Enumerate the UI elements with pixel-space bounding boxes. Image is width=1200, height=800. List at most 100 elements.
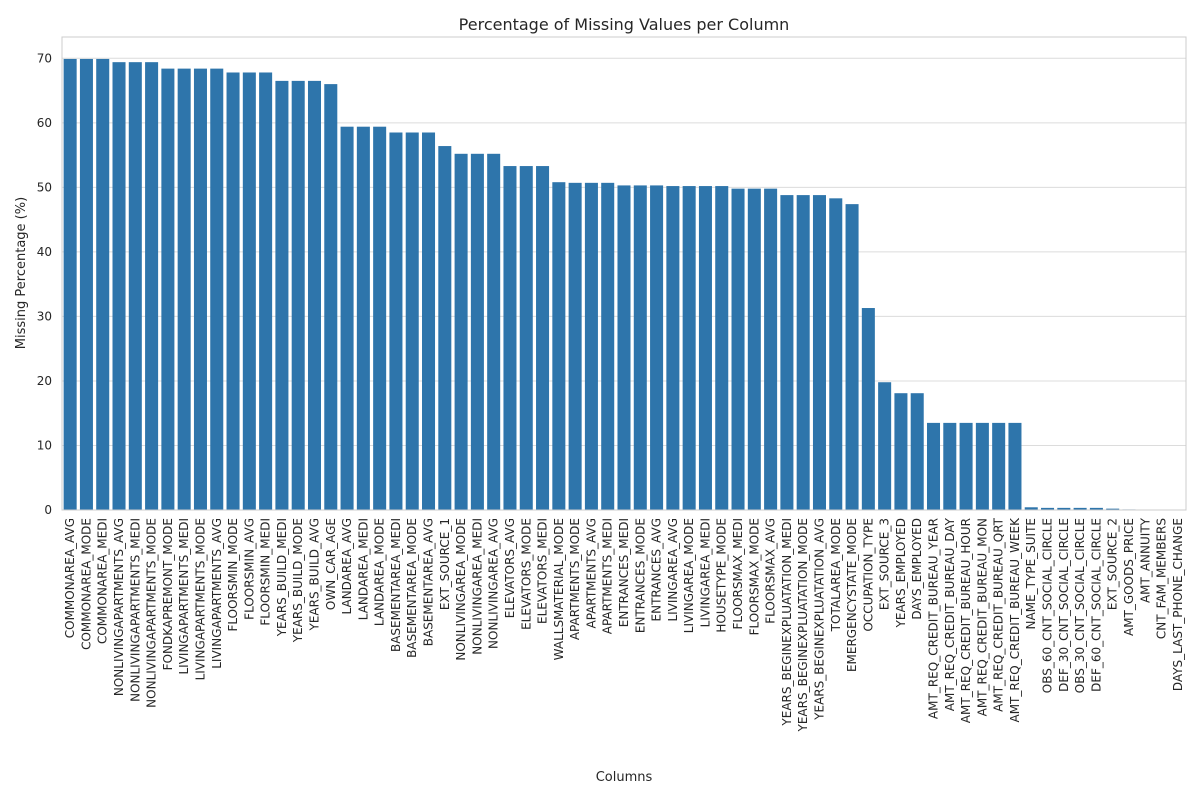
y-tick-label: 70 (37, 51, 52, 65)
x-tick-label: APARTMENTS_AVG (584, 518, 598, 629)
bar-elevators-medi (536, 166, 550, 511)
bar-livingapartments-mode (193, 68, 207, 510)
bar-commonarea-medi (96, 58, 110, 510)
x-tick-label: FLOORSMIN_MEDI (259, 518, 273, 626)
bar-years-beginexpluatation-avg (812, 195, 826, 510)
x-tick-label: NONLIVINGAREA_MODE (454, 518, 468, 661)
x-tick-label: YEARS_BUILD_AVG (307, 518, 321, 632)
bar-basementarea-medi (389, 132, 403, 510)
x-tick-label: OBS_60_CNT_SOCIAL_CIRCLE (1041, 518, 1055, 693)
bar-years-build-avg (307, 80, 322, 510)
x-tick-label: EXT_SOURCE_1 (438, 518, 452, 610)
bar-elevators-mode (519, 166, 533, 511)
y-tick-label: 50 (37, 180, 52, 194)
x-tick-label: DEF_30_CNT_SOCIAL_CIRCLE (1057, 518, 1071, 692)
bar-wallsmaterial-mode (552, 182, 566, 511)
x-tick-label: LANDAREA_AVG (340, 518, 354, 614)
x-tick-label: BASEMENTAREA_MEDI (389, 518, 403, 652)
bar-emergencystate-mode (845, 204, 859, 510)
x-tick-label: FONDKAPREMONT_MODE (161, 518, 175, 670)
bar-floorsmin-medi (259, 72, 273, 510)
x-tick-label: FLOORSMAX_AVG (764, 518, 778, 624)
x-tick-label: COMMONAREA_AVG (63, 518, 77, 638)
bar-nonlivingarea-medi (470, 153, 484, 510)
bar-entrances-medi (617, 185, 631, 510)
x-tick-label: AMT_REQ_CREDIT_BUREAU_QRT (992, 517, 1006, 712)
chart-title: Percentage of Missing Values per Column (459, 15, 790, 34)
x-tick-label: COMMONAREA_MEDI (96, 518, 110, 644)
x-tick-label: HOUSETYPE_MODE (715, 518, 729, 633)
x-tick-label: NONLIVINGAPARTMENTS_AVG (112, 518, 126, 696)
x-tick-label: AMT_REQ_CREDIT_BUREAU_YEAR (927, 518, 941, 719)
y-tick-label: 60 (37, 116, 52, 130)
bar-livingapartments-medi (177, 68, 191, 510)
x-tick-label: NONLIVINGAPARTMENTS_MEDI (128, 518, 142, 702)
x-tick-label: DEF_60_CNT_SOCIAL_CIRCLE (1089, 518, 1103, 692)
x-tick-label: YEARS_BEGINEXPLUATATION_AVG (812, 518, 826, 721)
bar-basementarea-avg (422, 132, 436, 510)
x-tick-label: YEARS_BUILD_MEDI (275, 518, 289, 637)
x-tick-label: AMT_REQ_CREDIT_BUREAU_WEEK (1008, 517, 1022, 723)
x-tick-label: NONLIVINGAPARTMENTS_MODE (145, 518, 159, 708)
bar-landarea-medi (356, 126, 370, 510)
x-tick-label: APARTMENTS_MODE (568, 518, 582, 640)
bar-name-type-suite (1024, 507, 1038, 510)
x-tick-label: TOTALAREA_MODE (829, 518, 843, 632)
x-tick-label: AMT_GOODS_PRICE (1122, 518, 1136, 636)
x-tick-label: YEARS_BEGINEXPLUATATION_MEDI (780, 518, 794, 727)
x-tick-label: LIVINGAREA_MODE (682, 518, 696, 633)
x-tick-label: ELEVATORS_MEDI (536, 518, 550, 624)
y-tick-label: 20 (37, 374, 52, 388)
x-tick-label: EMERGENCYSTATE_MODE (845, 518, 859, 672)
bar-nonlivingarea-avg (487, 153, 501, 510)
x-tick-label: NONLIVINGAREA_AVG (487, 518, 501, 649)
bar-amt-req-credit-bureau-hour (959, 422, 973, 510)
bar-livingarea-medi (698, 186, 712, 511)
bar-years-build-mode (291, 80, 305, 510)
bar-nonlivingarea-mode (454, 153, 468, 510)
x-tick-label: YEARS_BUILD_MODE (291, 518, 305, 643)
x-tick-label: LIVINGAREA_MEDI (698, 518, 712, 627)
x-tick-label: OWN_CAR_AGE (324, 518, 338, 610)
x-tick-label: BASEMENTAREA_MODE (405, 518, 419, 658)
bar-floorsmin-mode (226, 72, 240, 510)
x-tick-label: EXT_SOURCE_3 (878, 518, 892, 610)
bar-basementarea-mode (405, 132, 419, 510)
bar-apartments-medi (601, 182, 615, 510)
bar-years-beginexpluatation-medi (780, 195, 794, 510)
bar-elevators-avg (503, 166, 517, 511)
bar-livingarea-avg (666, 186, 680, 511)
x-tick-label: ELEVATORS_AVG (503, 518, 517, 618)
x-tick-label: APARTMENTS_MEDI (601, 518, 615, 634)
bar-ext-source-3 (878, 382, 892, 510)
bar-years-build-medi (275, 80, 289, 510)
x-tick-label: EXT_SOURCE_2 (1106, 518, 1120, 610)
x-tick-label: FLOORSMAX_MEDI (731, 518, 745, 630)
x-tick-label: AMT_REQ_CREDIT_BUREAU_DAY (943, 517, 957, 711)
x-tick-label: LANDAREA_MEDI (356, 518, 370, 620)
x-tick-label: BASEMENTAREA_AVG (422, 518, 436, 646)
bar-amt-req-credit-bureau-mon (975, 422, 989, 510)
x-tick-labels: COMMONAREA_AVG COMMONAREA_MODE COMMONAREA_… (63, 517, 1185, 733)
bar-floorsmin-avg (242, 72, 256, 510)
x-tick-label: YEARS_BEGINEXPLUATATION_MODE (796, 518, 810, 732)
bars (63, 58, 1185, 511)
bar-nonlivingapartments-avg (112, 62, 126, 510)
y-tick-labels: 0 10 20 30 40 50 60 70 (37, 51, 52, 517)
x-tick-label: NONLIVINGAREA_MEDI (470, 518, 484, 655)
bar-livingarea-mode (682, 186, 696, 511)
bar-days-employed (910, 393, 924, 510)
bar-housetype-mode (715, 186, 729, 511)
bar-nonlivingapartments-mode (145, 62, 159, 510)
x-tick-label: OBS_30_CNT_SOCIAL_CIRCLE (1073, 518, 1087, 693)
x-tick-label: FLOORSMIN_MODE (226, 518, 240, 632)
x-tick-label: ELEVATORS_MODE (519, 518, 533, 630)
x-tick-label: ENTRANCES_AVG (650, 518, 664, 621)
y-tick-label: 0 (44, 503, 52, 517)
bar-commonarea-mode (79, 58, 93, 510)
x-tick-label: YEARS_EMPLOYED (894, 518, 908, 628)
x-tick-label: ENTRANCES_MEDI (617, 518, 631, 627)
bar-def-60-cnt-social-circle (1089, 507, 1103, 510)
plot-frame (61, 36, 1187, 511)
x-tick-label: WALLSMATERIAL_MODE (552, 518, 566, 660)
